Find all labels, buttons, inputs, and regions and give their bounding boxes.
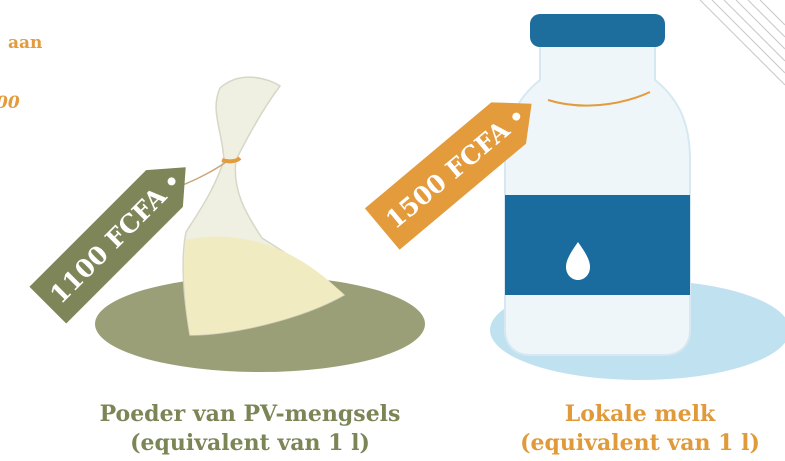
- product-name: Poeder van PV-mengsels: [100, 401, 401, 427]
- price-label: 1500 FCFA: [380, 115, 515, 235]
- corner-lines: [699, 0, 785, 86]
- text-fragment: 00: [0, 93, 20, 113]
- bag: [179, 76, 346, 336]
- product-unit: (equivalent van 1 l): [520, 430, 760, 456]
- bottle: [504, 14, 691, 356]
- product-name: Lokale melk: [565, 401, 716, 427]
- product-unit: (equivalent van 1 l): [130, 430, 370, 456]
- text-fragment: aan: [8, 33, 42, 53]
